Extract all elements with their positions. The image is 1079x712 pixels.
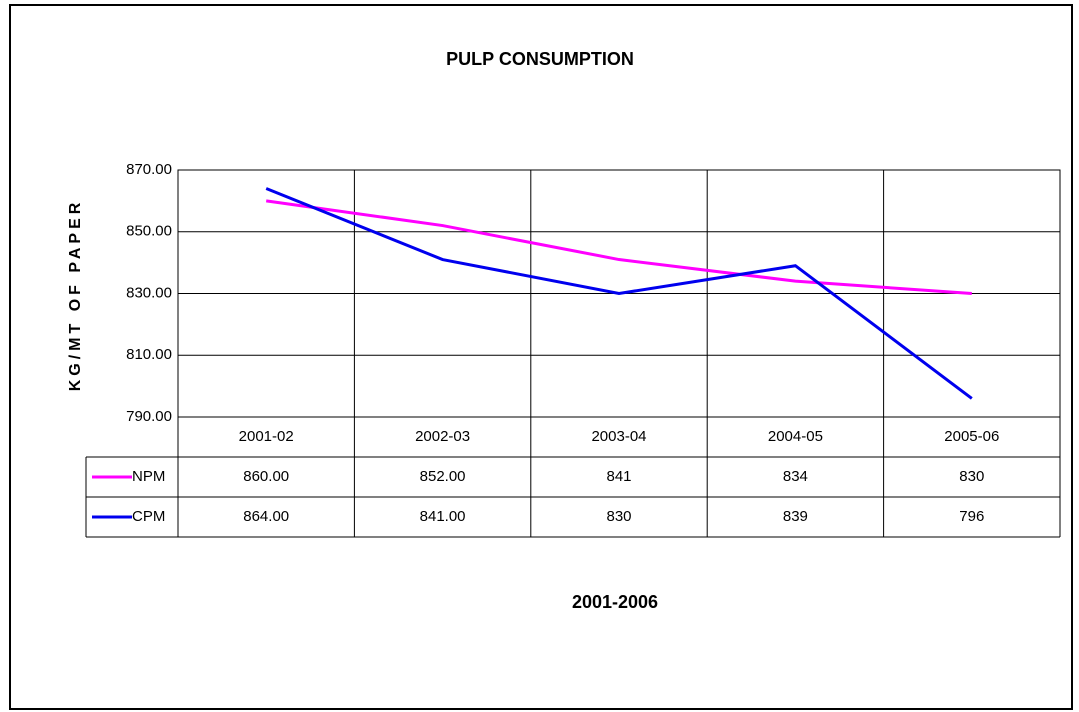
line-series [265, 199, 972, 295]
y-tick-label: 790.00 [126, 408, 172, 425]
table-value: 834 [783, 468, 808, 485]
chart-title: PULP CONSUMPTION [446, 49, 634, 69]
y-tick-label: 850.00 [126, 223, 172, 240]
table-value: 852.00 [420, 468, 466, 485]
table-value: 839 [783, 508, 808, 525]
table-value: 830 [606, 508, 631, 525]
y-tick-label: 830.00 [126, 284, 172, 301]
y-axis-title: KG/MT OF PAPER [67, 199, 84, 392]
table-value: 864.00 [243, 508, 289, 525]
table-value: 796 [959, 508, 984, 525]
y-tick-label: 870.00 [126, 161, 172, 178]
x-tick-label: 2001-02 [239, 428, 294, 445]
legend-label: NPM [132, 468, 165, 485]
x-axis-title: 2001-2006 [572, 592, 658, 612]
table-value: 841 [606, 468, 631, 485]
line-series [265, 187, 973, 400]
x-tick-label: 2002-03 [415, 428, 470, 445]
y-tick-label: 810.00 [126, 346, 172, 363]
x-tick-label: 2003-04 [591, 428, 646, 445]
frame [9, 4, 1073, 710]
x-tick-label: 2004-05 [768, 428, 823, 445]
table-value: 830 [959, 468, 984, 485]
x-tick-label: 2005-06 [944, 428, 999, 445]
table-value: 841.00 [420, 508, 466, 525]
table-value: 860.00 [243, 468, 289, 485]
legend-label: CPM [132, 508, 165, 525]
